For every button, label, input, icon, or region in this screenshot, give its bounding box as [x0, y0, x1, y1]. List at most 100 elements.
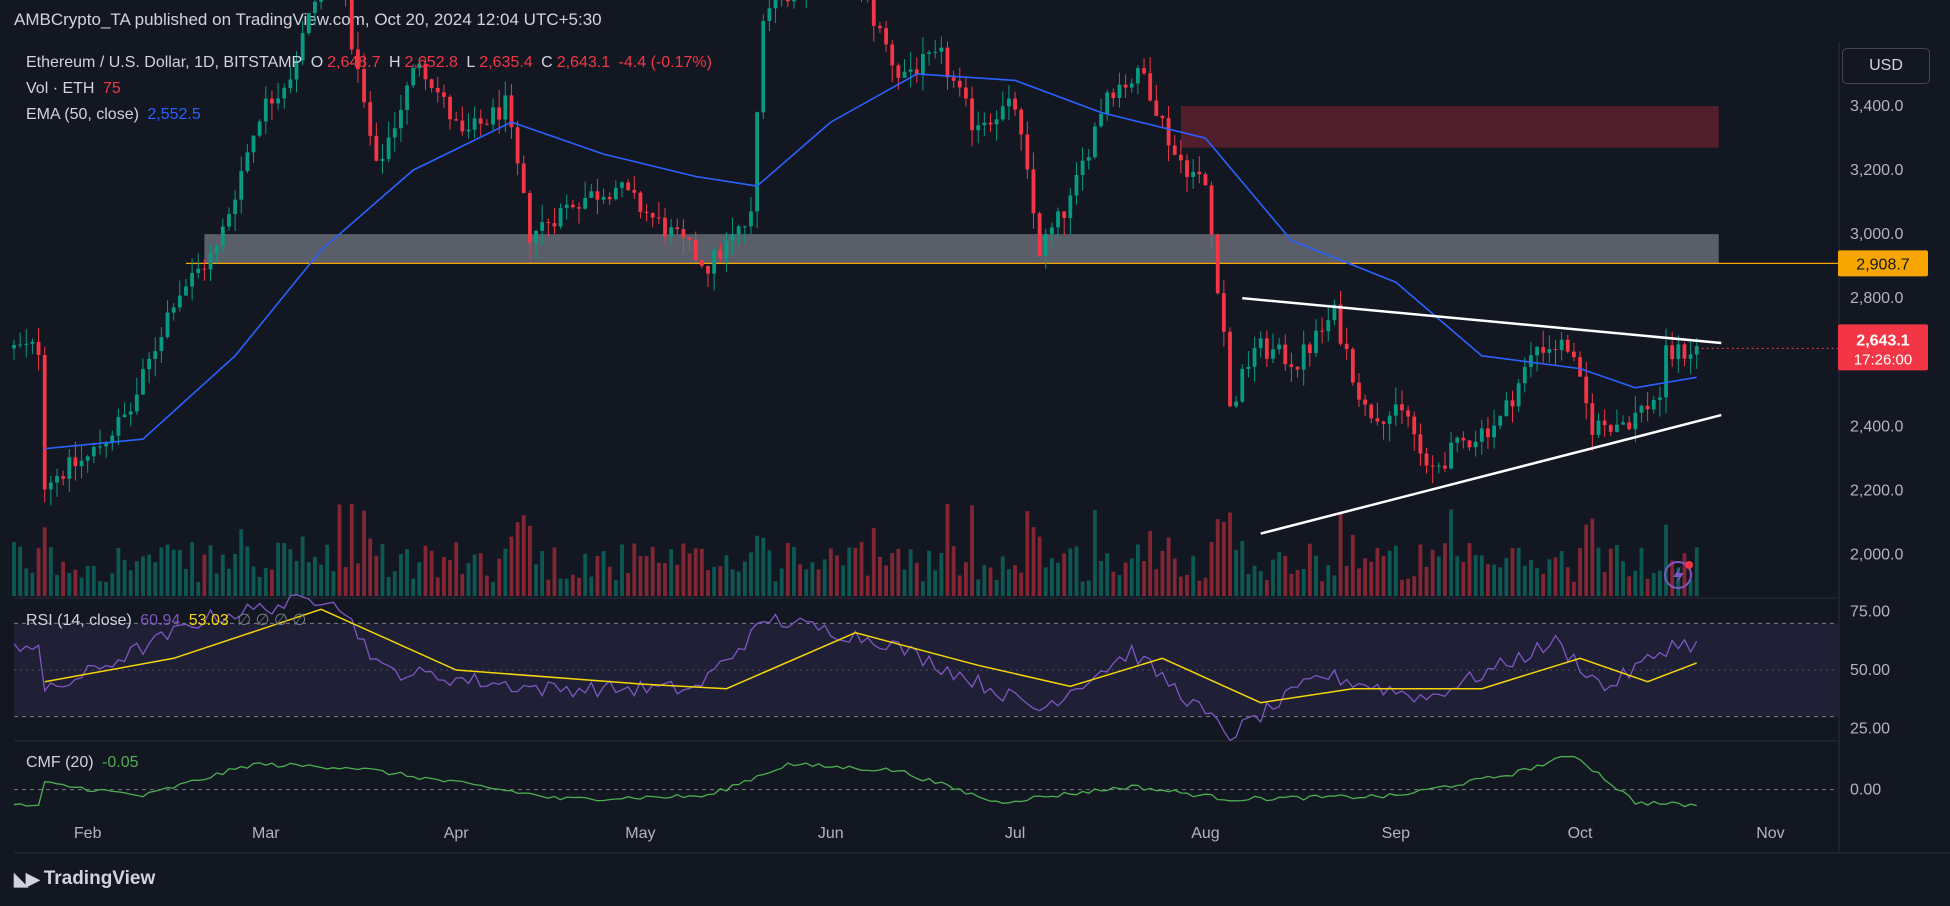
- volume-bar: [368, 538, 373, 596]
- candle-up: [1387, 415, 1392, 424]
- x-tick-label: Nov: [1756, 825, 1784, 842]
- candle-up: [1246, 366, 1251, 369]
- volume-bar: [1000, 556, 1005, 596]
- volume-bar: [785, 542, 790, 596]
- volume-bar: [1400, 579, 1404, 596]
- volume-bar: [12, 542, 16, 596]
- volume-bar: [441, 557, 446, 596]
- candle-up: [1080, 160, 1085, 175]
- candle-up: [122, 414, 127, 418]
- candle-up: [1086, 157, 1091, 161]
- volume-bar: [521, 515, 526, 596]
- volume-bar: [1664, 524, 1668, 596]
- candle-down: [1424, 453, 1429, 466]
- candle-up: [491, 107, 495, 125]
- volume-bar: [1264, 580, 1269, 596]
- candle-up: [165, 312, 170, 338]
- volume-bar: [214, 573, 219, 596]
- volume-bar: [239, 529, 244, 596]
- candle-up: [1547, 349, 1552, 353]
- volume-bar: [1166, 537, 1171, 596]
- volume-bar: [1657, 570, 1662, 596]
- volume-bar: [540, 550, 545, 596]
- candle-down: [632, 189, 637, 193]
- candle-up: [589, 191, 594, 198]
- candle-down: [884, 28, 888, 45]
- candle-up: [147, 358, 152, 370]
- candle-down: [693, 239, 698, 261]
- cmf-tick-label: 0.00: [1850, 782, 1881, 799]
- candle-down: [577, 207, 581, 209]
- gray-zone: [204, 234, 1719, 263]
- volume-bar: [227, 568, 231, 596]
- volume-bar: [970, 505, 974, 596]
- lightning-bolt-icon: [1673, 566, 1684, 585]
- candles-layer: [12, 0, 1699, 506]
- candle-down: [1166, 118, 1171, 146]
- volume-bar: [1682, 553, 1687, 596]
- candle-up: [1301, 344, 1306, 370]
- candle-down: [36, 341, 41, 355]
- candle-down: [349, 0, 354, 50]
- candle-down: [785, 0, 790, 2]
- x-tick-label: Sep: [1382, 825, 1411, 842]
- main-legend: Ethereum / U.S. Dollar, 1D, BITSTAMP O 2,…: [26, 54, 716, 72]
- candle-up: [1621, 422, 1625, 425]
- candle-down: [1264, 338, 1269, 359]
- currency-button[interactable]: USD: [1842, 48, 1930, 84]
- candle-up: [91, 446, 96, 457]
- candle-up: [1688, 354, 1693, 359]
- volume-bar: [1344, 566, 1349, 596]
- volume-bar: [1215, 519, 1220, 596]
- cmf-line: [13, 755, 1697, 808]
- volume-bar: [1406, 578, 1411, 596]
- volume-bar: [110, 573, 115, 596]
- volume-bar: [1455, 556, 1460, 596]
- volume-bar: [1645, 579, 1650, 596]
- volume-bar: [1627, 576, 1632, 596]
- candle-up: [1694, 346, 1699, 355]
- volume-bar: [128, 570, 133, 596]
- candle-down: [896, 65, 901, 78]
- candle-up: [994, 119, 999, 125]
- candle-up: [1522, 366, 1527, 384]
- volume-bar: [1522, 565, 1527, 596]
- candle-up: [1504, 400, 1509, 417]
- volume-bar: [282, 543, 287, 596]
- symbol-label: Ethereum / U.S. Dollar, 1D, BITSTAMP: [26, 54, 303, 71]
- volume-bar: [1019, 572, 1024, 596]
- candle-up: [939, 47, 944, 52]
- volume-bar: [1025, 511, 1030, 596]
- candle-up: [411, 68, 416, 86]
- candle-down: [970, 98, 974, 131]
- volume-bar: [184, 569, 188, 596]
- volume-bar: [1621, 561, 1625, 596]
- candle-down: [1363, 399, 1368, 405]
- volume-bar: [1314, 555, 1318, 596]
- volume-bar: [699, 548, 704, 596]
- candle-down: [1510, 400, 1515, 407]
- rsi-legend: RSI (14, close) 60.94 53.03 ∅ ∅ ∅ ∅: [26, 610, 310, 630]
- volume-bar: [1123, 562, 1128, 596]
- volume-bar: [558, 578, 563, 596]
- candle-down: [675, 227, 680, 230]
- candle-down: [1430, 465, 1435, 467]
- candle-up: [1436, 465, 1441, 467]
- volume-bar: [1013, 565, 1017, 596]
- candle-up: [1191, 171, 1196, 178]
- candle-down: [957, 80, 962, 88]
- volume-bar: [208, 545, 213, 596]
- cmf-layer: [13, 755, 1697, 808]
- volume-bar: [1578, 548, 1582, 596]
- volume-bar: [67, 572, 72, 596]
- x-tick-label: Oct: [1568, 825, 1593, 842]
- volume-label: Vol · ETH: [26, 80, 95, 97]
- candle-up: [1393, 404, 1398, 416]
- footer-brand[interactable]: ◣▶ TradingView: [14, 868, 155, 890]
- volume-bar: [632, 543, 637, 596]
- volume-bar: [319, 564, 323, 596]
- volume-bar: [706, 570, 710, 596]
- volume-bar: [141, 556, 145, 596]
- volume-bar: [460, 574, 465, 596]
